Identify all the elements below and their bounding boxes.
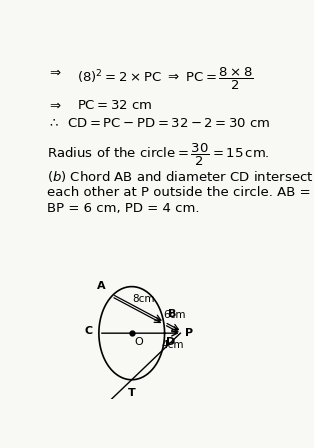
Text: 6cm: 6cm [163,310,186,320]
Text: 4cm: 4cm [161,340,184,350]
Text: $(8)^2 = 2 \times \mathrm{PC}\ \Rightarrow\ \mathrm{PC} = \dfrac{8 \times 8}{2}$: $(8)^2 = 2 \times \mathrm{PC}\ \Rightarr… [77,66,254,92]
Text: O: O [135,337,143,347]
Text: $\Rightarrow$: $\Rightarrow$ [46,99,62,112]
Text: P: P [185,328,193,338]
Text: each other at P outside the circle. AB = 8 cm,: each other at P outside the circle. AB =… [46,185,314,198]
Text: $\mathrm{CD = PC - PD = 32 - 2 = 30\ cm}$: $\mathrm{CD = PC - PD = 32 - 2 = 30\ cm}… [67,116,271,129]
Text: $\Rightarrow$: $\Rightarrow$ [46,66,62,79]
Text: C: C [85,327,93,336]
Text: $\therefore$: $\therefore$ [46,116,59,129]
Text: BP = 6 cm, PD = 4 cm.: BP = 6 cm, PD = 4 cm. [46,202,199,215]
Text: B: B [168,309,176,319]
Text: D: D [166,336,175,347]
Text: $\mathrm{Radius\ of\ the\ circle} = \dfrac{30}{2} = 15\,\mathrm{cm}.$: $\mathrm{Radius\ of\ the\ circle} = \dfr… [46,142,269,168]
Text: A: A [97,281,106,291]
Text: $\mathit{(b)}$ Chord AB and diameter CD intersect: $\mathit{(b)}$ Chord AB and diameter CD … [46,169,313,184]
Text: $\mathrm{PC = 32\ cm}$: $\mathrm{PC = 32\ cm}$ [77,99,153,112]
Text: 8cm: 8cm [133,294,155,304]
Text: T: T [128,388,136,398]
